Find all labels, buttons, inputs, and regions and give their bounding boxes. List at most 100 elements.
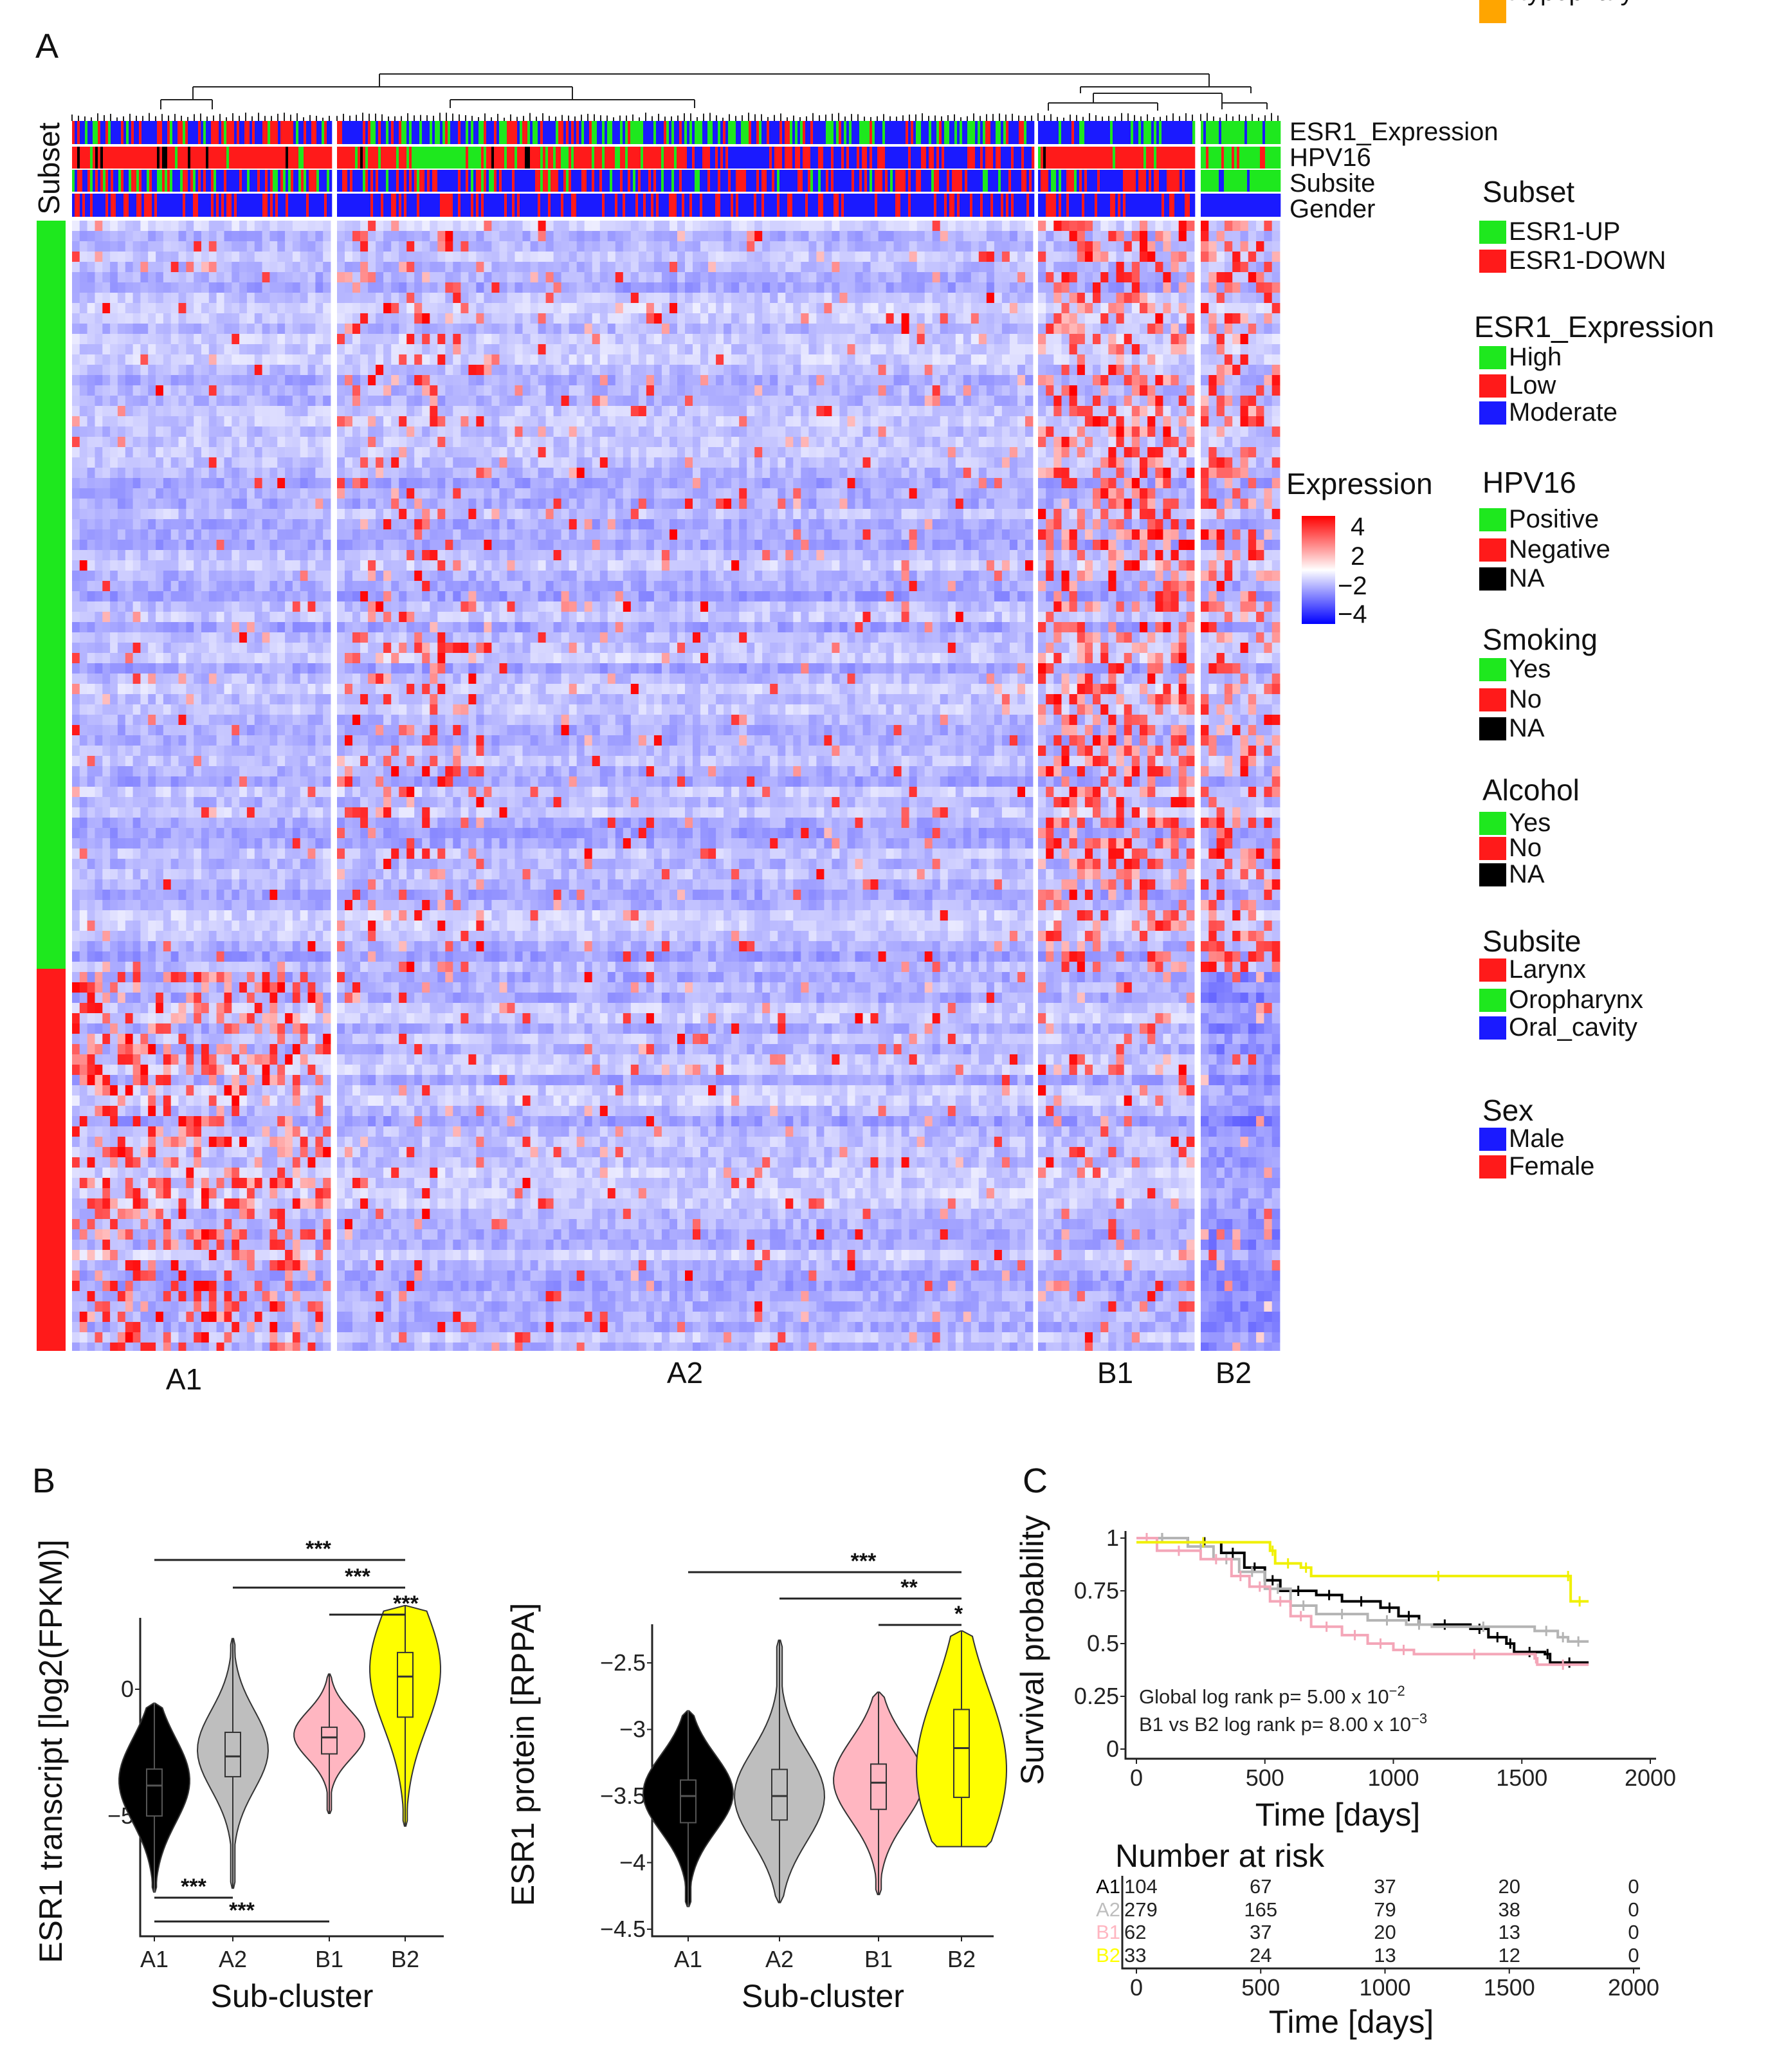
heatmap-cell [87,1023,95,1034]
heatmap-cell [110,1250,118,1261]
annotation-cell [427,147,430,169]
annotation-cell [782,121,785,144]
heatmap-cell [208,571,217,582]
heatmap-cell [254,715,262,726]
annotation-cell [296,147,299,169]
annotation-cell [141,121,145,144]
annotation-cell [749,121,752,144]
annotation-cell [1019,194,1022,217]
heatmap-cell [194,900,202,911]
annotation-cell [1059,194,1062,217]
annotation-cell [435,147,438,169]
heatmap-cell [262,1260,270,1271]
heatmap-cell [87,313,95,324]
heatmap-cell [72,560,80,571]
heatmap-cell [125,735,133,746]
annotation-cell [283,121,286,144]
annotation-cell [533,121,536,144]
heatmap-cell [87,571,95,582]
heatmap-cell [170,282,179,293]
annotation-cell [1237,121,1240,144]
heatmap-cell [262,684,270,695]
heatmap-cell [194,869,202,880]
annotation-cell [574,170,577,192]
heatmap-cell [72,941,80,952]
heatmap-cell [224,1126,232,1137]
heatmap-cell [87,540,95,551]
annotation-cell [936,194,940,217]
annotation-cell [875,194,878,217]
heatmap-cell [224,581,232,592]
annotation-cell [355,170,358,192]
heatmap-cell [87,921,95,931]
heatmap-cell [87,715,95,726]
heatmap-cell [216,1322,224,1333]
annotation-cell [1084,121,1088,144]
heatmap-cell [79,993,87,1004]
heatmap-cell [117,221,126,232]
annotation-cell [1100,147,1103,169]
heatmap-cell [201,1188,210,1199]
annotation-cell [273,121,276,144]
annotation-cell [141,194,145,217]
heatmap-cell [79,951,87,962]
heatmap-cell [117,591,126,602]
annotation-cell [1156,170,1160,192]
heatmap-cell [170,1312,179,1323]
annotation-cell [1066,194,1070,217]
heatmap-cell [201,1168,210,1178]
annotation-cell [633,147,636,169]
heatmap-cell [125,663,133,674]
heatmap-cell [87,807,95,818]
heatmap-cell [72,591,80,602]
heatmap-cell [95,406,103,417]
heatmap-cell [79,1013,87,1024]
annotation-cell [270,194,273,217]
annotation-cell [424,170,428,192]
heatmap-cell [110,1157,118,1168]
annotation-cell [525,170,528,192]
annotation-cell [136,194,140,217]
heatmap-cell [232,993,240,1004]
heatmap-cell [117,725,126,736]
heatmap-cell [102,993,111,1004]
annotation-cell [126,170,129,192]
heatmap-cell [156,1270,164,1281]
heatmap-cell [140,1054,149,1065]
heatmap-cell [117,879,126,890]
heatmap-cell [208,1065,217,1076]
annotation-cell [538,121,541,144]
annotation-cell [939,147,942,169]
heatmap-cell [110,1240,118,1251]
heatmap-cell [156,1188,164,1199]
heatmap-cell [186,416,194,427]
heatmap-cell [232,601,240,612]
heatmap-cell [178,1250,187,1261]
heatmap-cell [156,293,164,304]
annotation-cell [998,194,1001,217]
annotation-cell [880,121,883,144]
heatmap-cell [178,807,187,818]
annotation-cell [599,121,603,144]
heatmap-cell [201,426,210,437]
annotation-cell [1262,121,1266,144]
heatmap-cell [148,581,156,592]
annotation-cell [1242,194,1245,217]
annotation-cell [571,194,574,217]
heatmap-cell [140,859,149,870]
heatmap-cell [72,900,80,911]
heatmap-cell [95,1229,103,1240]
annotation-cell [1239,170,1243,192]
heatmap-cell [178,571,187,582]
heatmap-cell [186,859,194,870]
heatmap-cell [232,457,240,468]
heatmap-cell [178,704,187,715]
annotation-cell [908,170,911,192]
heatmap-cell [232,1301,240,1312]
heatmap-cell [140,550,149,561]
annotation-cell [435,194,438,217]
annotation-cell [569,170,572,192]
heatmap-cell [201,1003,210,1014]
heatmap-cell [110,550,118,561]
heatmap-cell [224,1168,232,1178]
